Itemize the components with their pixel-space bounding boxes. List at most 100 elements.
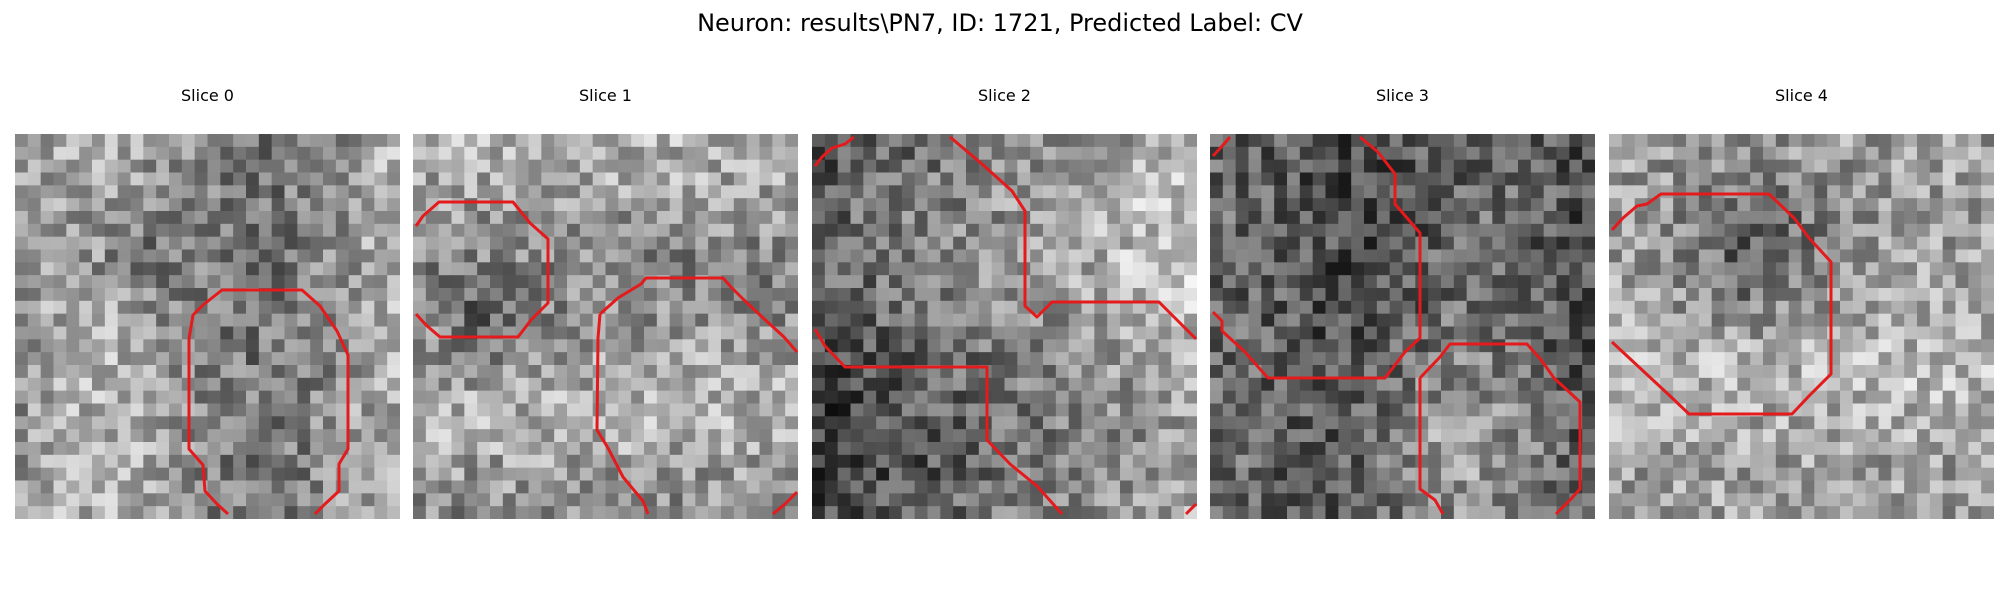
pixel [502,262,517,276]
pixel [1711,390,1726,405]
pixel [618,339,632,353]
pixel [1120,134,1134,148]
pixel [708,339,722,353]
pixel [1171,480,1185,494]
pixel [130,249,144,263]
pixel [284,249,298,263]
pixel [837,185,852,199]
pixel [1081,493,1095,507]
pixel [1543,134,1558,148]
pixel [733,262,748,276]
pixel [53,211,67,225]
pixel [1840,185,1854,199]
pixel [1428,300,1442,315]
pixel [1248,185,1262,199]
pixel [1981,211,1994,225]
pixel [1814,275,1828,289]
pixel [1235,159,1250,174]
pixel [978,313,993,328]
pixel [1376,198,1391,212]
pixel [759,300,773,315]
pixel [79,300,93,315]
pixel [528,172,542,186]
pixel [1621,390,1636,405]
pixel [233,159,247,174]
pixel [104,403,119,417]
pixel [297,262,311,276]
pixel [1402,159,1416,174]
pixel [1609,223,1623,238]
pixel [1763,236,1777,251]
pixel [682,288,696,302]
pixel [1621,339,1636,353]
pixel [438,146,453,161]
pixel [1814,262,1828,276]
pixel [991,223,1006,238]
pixel [644,442,658,456]
pixel [143,416,157,430]
pixel [1955,403,1969,417]
pixel [1942,416,1957,430]
pixel [746,249,761,263]
pixel [1904,198,1918,212]
pixel [695,288,709,302]
pixel [1801,146,1815,161]
pixel [528,146,542,161]
pixel [40,365,55,379]
pixel [837,172,852,186]
pixel [284,262,298,276]
pixel [1492,390,1506,405]
pixel [1364,377,1378,392]
pixel [27,262,42,276]
pixel [477,300,491,315]
pixel [1107,159,1121,174]
pixel [246,416,260,430]
pixel [1686,134,1700,148]
pixel [258,211,273,225]
pixel [695,493,709,507]
pixel [579,198,594,212]
pixel [772,223,786,238]
pixel [541,185,555,199]
pixel [1184,313,1197,328]
pixel [502,134,517,148]
pixel [1081,339,1095,353]
pixel [1852,146,1867,161]
pixel [966,262,980,276]
pixel [207,352,221,366]
pixel [567,288,581,302]
pixel [1852,223,1867,238]
pixel [335,365,350,379]
pixel [1582,403,1595,417]
pixel [631,326,645,340]
pixel [1376,377,1391,392]
pixel [246,185,260,199]
pixel [1660,390,1674,405]
pixel [579,416,594,430]
pixel [181,146,196,161]
pixel [284,198,298,212]
pixel [1543,185,1558,199]
pixel [1929,377,1944,392]
pixel [733,198,748,212]
pixel [297,416,311,430]
pixel [863,275,877,289]
pixel [850,300,864,315]
pixel [1351,493,1365,507]
pixel [1686,339,1700,353]
pixel [1068,326,1083,340]
pixel [1274,134,1288,148]
pixel [297,300,311,315]
pixel [592,262,607,276]
pixel [1107,365,1121,379]
pixel [541,377,555,392]
pixel [1788,454,1803,469]
pixel [1904,480,1918,494]
pixel [695,365,709,379]
pixel [940,172,954,186]
pixel [79,480,93,494]
pixel [1171,275,1185,289]
pixel [746,390,761,405]
pixel [1145,416,1160,430]
pixel [464,429,478,443]
